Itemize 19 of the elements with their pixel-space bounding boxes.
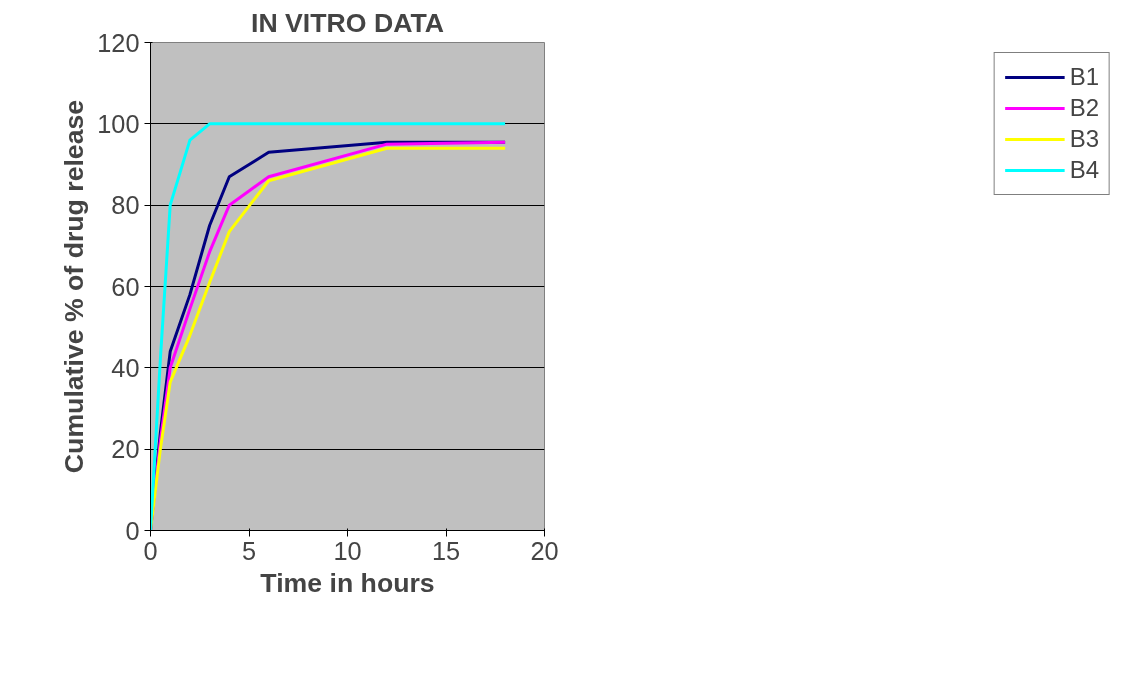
x-tick-label: 20 (530, 536, 559, 565)
y-tick-label: 100 (97, 109, 140, 138)
chart-title: IN VITRO DATA (251, 7, 444, 38)
x-tick-label: 10 (333, 536, 362, 565)
legend-label: B2 (1069, 94, 1099, 122)
legend-label: B3 (1069, 125, 1099, 153)
y-tick-label: 60 (111, 272, 140, 301)
x-tick-label: 15 (431, 536, 461, 565)
legend-label: B4 (1069, 156, 1099, 184)
y-tick-label: 80 (111, 191, 140, 220)
y-tick-label: 120 (97, 28, 140, 57)
x-axis-title: Time in hours (260, 567, 435, 598)
x-tick-label: 0 (143, 536, 158, 565)
y-tick-label: 0 (125, 516, 140, 545)
y-axis-title: Cumulative % of drug release (59, 99, 90, 474)
legend-label: B1 (1069, 63, 1099, 91)
y-tick-label: 20 (111, 435, 140, 464)
y-tick-label: 40 (111, 353, 140, 382)
x-tick-label: 5 (241, 536, 257, 565)
